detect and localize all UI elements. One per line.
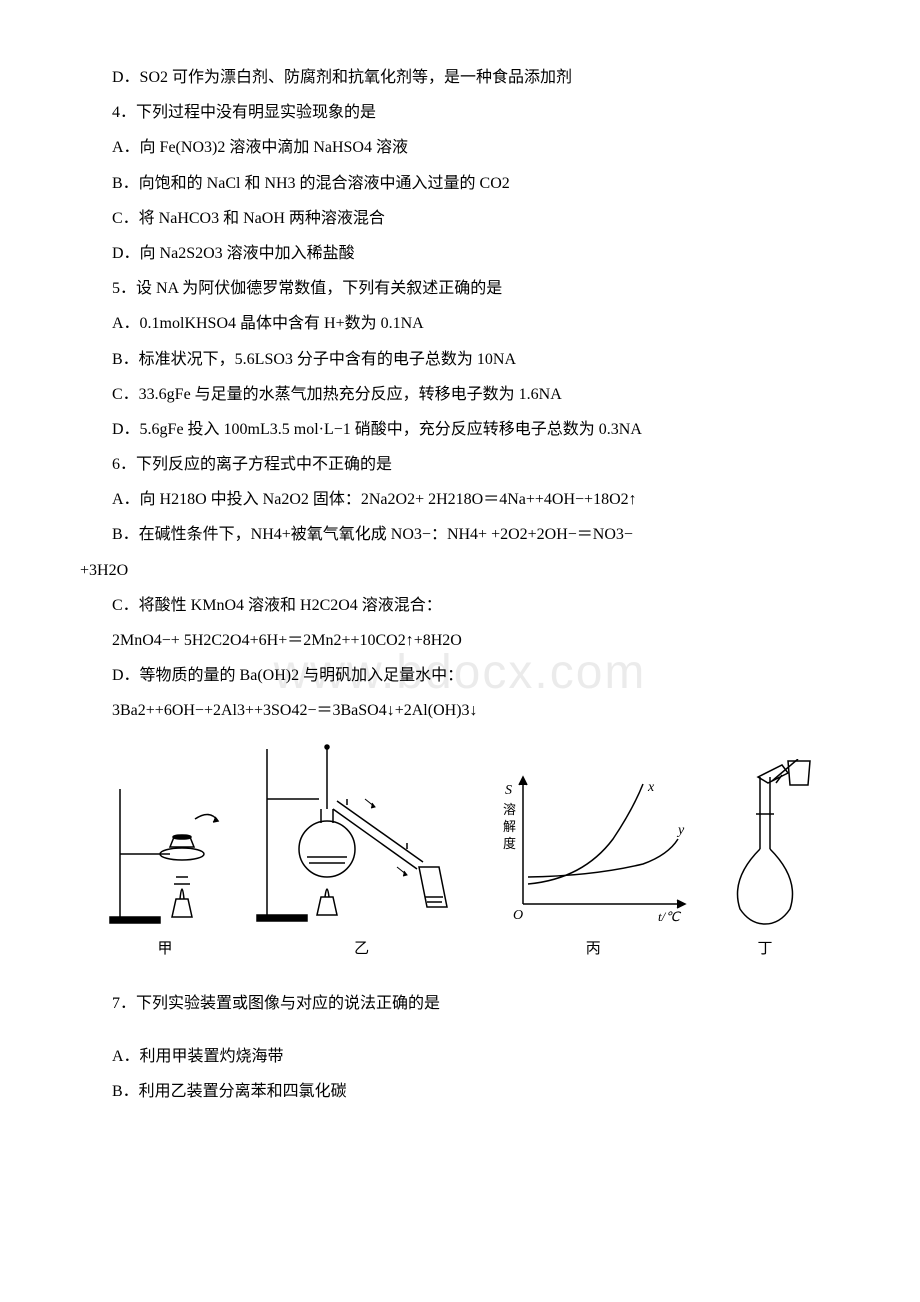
q5-option-c: C．33.6gFe 与足量的水蒸气加热充分反应，转移电子数为 1.6NA <box>80 377 840 412</box>
chart-ylabel-2: 解 <box>503 819 516 834</box>
q4-option-a: A．向 Fe(NO3)2 溶液中滴加 NaHSO4 溶液 <box>80 130 840 165</box>
question-7: 7．下列实验装置或图像与对应的说法正确的是 <box>80 986 840 1021</box>
figure-row: 甲 <box>100 739 820 966</box>
figure-label-bing: 丙 <box>586 933 601 966</box>
q6-option-c-line2: 2MnO4−+ 5H2C2O4+6H+＝2Mn2++10CO2↑+8H2O <box>80 623 840 658</box>
q4-option-d: D．向 Na2S2O3 溶液中加入稀盐酸 <box>80 236 840 271</box>
page-content: D．SO2 可作为漂白剂、防腐剂和抗氧化剂等，是一种食品添加剂 4．下列过程中没… <box>80 60 840 1109</box>
q6-option-b-line2: +3H2O <box>80 553 840 588</box>
question-5: 5．设 NA 为阿伏伽德罗常数值，下列有关叙述正确的是 <box>80 271 840 306</box>
q4-option-b: B．向饱和的 NaCl 和 NH3 的混合溶液中通入过量的 CO2 <box>80 166 840 201</box>
figure-jia: 甲 <box>100 759 230 966</box>
q5-option-b: B．标准状况下，5.6LSO3 分子中含有的电子总数为 10NA <box>80 342 840 377</box>
chart-ylabel-1: 溶 <box>503 802 516 817</box>
q7-option-b: B．利用乙装置分离苯和四氯化碳 <box>80 1074 840 1109</box>
q7-option-a: A．利用甲装置灼烧海带 <box>80 1039 840 1074</box>
figure-ding: 丁 <box>710 759 820 966</box>
apparatus-jia-icon <box>100 759 230 929</box>
q5-option-a: A．0.1molKHSO4 晶体中含有 H+数为 0.1NA <box>80 306 840 341</box>
q4-option-c: C．将 NaHCO3 和 NaOH 两种溶液混合 <box>80 201 840 236</box>
chart-ylabel-s: S <box>505 783 512 798</box>
chart-ylabel-3: 度 <box>503 836 516 851</box>
q5-option-d: D．5.6gFe 投入 100mL3.5 mol·L−1 硝酸中，充分反应转移电… <box>80 412 840 447</box>
apparatus-ding-icon <box>710 759 820 929</box>
chart-origin: O <box>513 908 523 923</box>
chart-xlabel: t/℃ <box>658 909 681 924</box>
figure-bing: S 溶 解 度 x y O t/℃ 丙 <box>493 769 693 966</box>
figure-label-jia: 甲 <box>157 933 172 966</box>
figure-label-ding: 丁 <box>757 933 772 966</box>
q6-option-d-line2: 3Ba2++6OH−+2Al3++3SO42−＝3BaSO4↓+2Al(OH)3… <box>80 693 840 728</box>
apparatus-yi-icon <box>247 739 477 929</box>
question-4: 4．下列过程中没有明显实验现象的是 <box>80 95 840 130</box>
q6-option-b-line1: B．在碱性条件下，NH4+被氧气氧化成 NO3−：NH4+ +2O2+2OH−＝… <box>80 517 840 552</box>
figure-label-yi: 乙 <box>354 933 369 966</box>
chart-series-x: x <box>647 780 655 795</box>
q6-option-c-line1: C．将酸性 KMnO4 溶液和 H2C2O4 溶液混合： <box>80 588 840 623</box>
chart-series-y: y <box>676 823 685 838</box>
q6-option-d-line1: D．等物质的量的 Ba(OH)2 与明矾加入足量水中： <box>80 658 840 693</box>
question-6: 6．下列反应的离子方程式中不正确的是 <box>80 447 840 482</box>
option-d-q3: D．SO2 可作为漂白剂、防腐剂和抗氧化剂等，是一种食品添加剂 <box>80 60 840 95</box>
solubility-chart: S 溶 解 度 x y O t/℃ <box>493 769 693 929</box>
q6-option-a: A．向 H218O 中投入 Na2O2 固体：2Na2O2+ 2H218O＝4N… <box>80 482 840 517</box>
figure-yi: 乙 <box>247 739 477 966</box>
